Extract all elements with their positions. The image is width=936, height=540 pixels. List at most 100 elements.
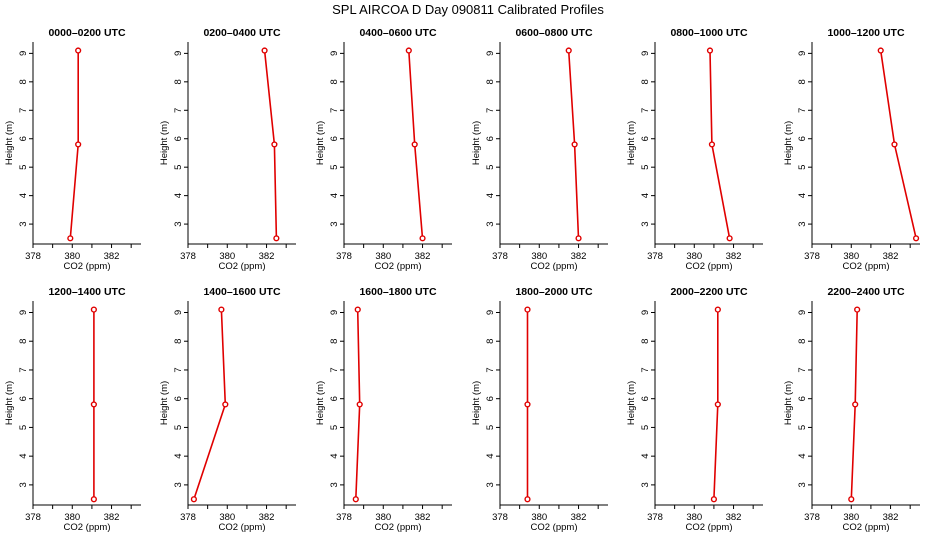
y-tick-label: 7 bbox=[797, 367, 808, 372]
x-tick-label: 378 bbox=[804, 512, 820, 523]
y-tick-label: 8 bbox=[173, 339, 184, 344]
data-point bbox=[218, 306, 225, 313]
x-tick-label: 382 bbox=[883, 512, 899, 523]
x-tick-label: 382 bbox=[726, 251, 742, 262]
y-tick-label: 4 bbox=[640, 454, 651, 459]
x-axis-label: CO2 (ppm) bbox=[64, 522, 111, 533]
x-tick-label: 382 bbox=[571, 512, 587, 523]
y-tick-label: 4 bbox=[797, 193, 808, 198]
x-tick-label: 380 bbox=[531, 512, 547, 523]
data-point bbox=[271, 141, 278, 148]
y-tick-label: 6 bbox=[485, 136, 496, 141]
x-tick-label: 378 bbox=[804, 251, 820, 262]
panel-title: 1400–1600 UTC bbox=[203, 286, 280, 298]
x-tick-label: 380 bbox=[219, 512, 235, 523]
y-tick-label: 6 bbox=[797, 136, 808, 141]
data-point bbox=[75, 47, 82, 54]
x-tick-label: 380 bbox=[375, 512, 391, 523]
y-tick-label: 3 bbox=[329, 482, 340, 487]
figure-title: SPL AIRCOA D Day 090811 Calibrated Profi… bbox=[332, 2, 604, 17]
y-tick-label: 4 bbox=[485, 193, 496, 198]
y-axis-label: Height (m) bbox=[471, 381, 482, 425]
y-tick-label: 9 bbox=[640, 310, 651, 315]
data-point bbox=[419, 235, 426, 242]
y-tick-label: 5 bbox=[485, 165, 496, 170]
x-tick-label: 380 bbox=[531, 251, 547, 262]
x-tick-label: 382 bbox=[415, 512, 431, 523]
y-tick-label: 5 bbox=[640, 165, 651, 170]
y-axis-label: Height (m) bbox=[626, 121, 637, 165]
y-tick-label: 3 bbox=[485, 221, 496, 226]
y-tick-label: 7 bbox=[173, 367, 184, 372]
panel-title: 1600–1800 UTC bbox=[359, 286, 436, 298]
y-tick-label: 9 bbox=[797, 310, 808, 315]
y-tick-label: 8 bbox=[485, 79, 496, 84]
x-tick-label: 380 bbox=[375, 251, 391, 262]
y-tick-label: 8 bbox=[640, 79, 651, 84]
y-tick-label: 4 bbox=[485, 454, 496, 459]
data-point bbox=[90, 306, 97, 313]
data-point bbox=[726, 235, 733, 242]
data-point bbox=[891, 141, 898, 148]
y-tick-label: 4 bbox=[329, 193, 340, 198]
y-tick-label: 6 bbox=[329, 396, 340, 401]
x-axis-label: CO2 (ppm) bbox=[375, 522, 422, 533]
y-tick-label: 9 bbox=[485, 51, 496, 56]
y-tick-label: 8 bbox=[329, 79, 340, 84]
y-tick-label: 7 bbox=[797, 108, 808, 113]
y-tick-label: 8 bbox=[797, 79, 808, 84]
y-tick-label: 3 bbox=[640, 221, 651, 226]
data-point bbox=[405, 47, 412, 54]
y-tick-label: 7 bbox=[173, 108, 184, 113]
panel-title: 2200–2400 UTC bbox=[827, 286, 904, 298]
y-tick-label: 7 bbox=[18, 108, 29, 113]
y-tick-label: 5 bbox=[640, 425, 651, 430]
y-tick-label: 3 bbox=[18, 221, 29, 226]
y-tick-label: 8 bbox=[329, 339, 340, 344]
x-axis-label: CO2 (ppm) bbox=[531, 261, 578, 272]
y-tick-label: 7 bbox=[640, 367, 651, 372]
y-tick-label: 6 bbox=[18, 396, 29, 401]
data-point bbox=[565, 47, 572, 54]
data-point bbox=[708, 141, 716, 148]
y-tick-label: 9 bbox=[329, 310, 340, 315]
data-point bbox=[877, 47, 884, 54]
y-tick-label: 5 bbox=[173, 425, 184, 430]
y-axis-label: Height (m) bbox=[159, 381, 170, 425]
y-axis-label: Height (m) bbox=[4, 121, 15, 165]
data-point bbox=[273, 235, 280, 242]
y-axis-label: Height (m) bbox=[783, 121, 794, 165]
y-tick-label: 9 bbox=[173, 310, 184, 315]
y-tick-label: 6 bbox=[640, 136, 651, 141]
y-tick-label: 9 bbox=[640, 51, 651, 56]
x-tick-label: 380 bbox=[64, 251, 80, 262]
data-point bbox=[261, 47, 268, 54]
y-tick-label: 7 bbox=[485, 108, 496, 113]
y-axis-label: Height (m) bbox=[626, 381, 637, 425]
panel-title: 0400–0600 UTC bbox=[359, 27, 436, 39]
x-tick-label: 380 bbox=[686, 251, 702, 262]
data-point bbox=[90, 496, 97, 503]
panel-title: 1800–2000 UTC bbox=[515, 286, 592, 298]
x-tick-label: 380 bbox=[64, 512, 80, 523]
y-axis-label: Height (m) bbox=[315, 121, 326, 165]
x-tick-label: 380 bbox=[219, 251, 235, 262]
y-tick-label: 6 bbox=[485, 396, 496, 401]
y-tick-label: 3 bbox=[18, 482, 29, 487]
y-tick-label: 6 bbox=[18, 136, 29, 141]
y-tick-label: 4 bbox=[797, 454, 808, 459]
x-axis-label: CO2 (ppm) bbox=[64, 261, 111, 272]
y-tick-label: 9 bbox=[18, 310, 29, 315]
panel-title: 0000–0200 UTC bbox=[48, 27, 125, 39]
y-tick-label: 7 bbox=[18, 367, 29, 372]
data-point bbox=[854, 306, 861, 313]
x-axis-label: CO2 (ppm) bbox=[531, 522, 578, 533]
panel-title: 2000–2200 UTC bbox=[670, 286, 747, 298]
